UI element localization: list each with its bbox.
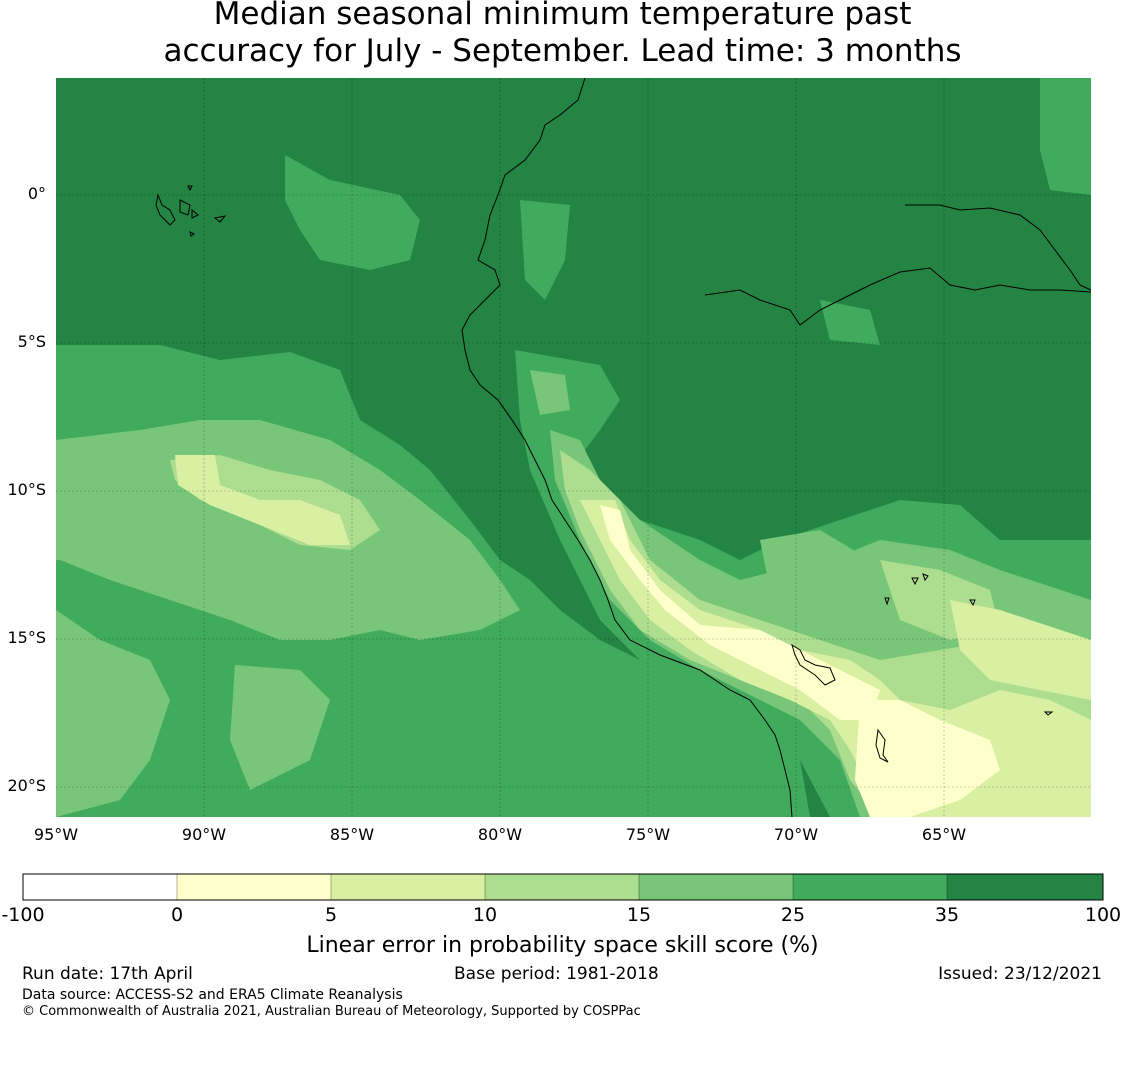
skill-zone-15-25-inland bbox=[530, 370, 570, 415]
skill-zone-25-35-inland bbox=[520, 200, 570, 300]
lon-label: 80°W bbox=[477, 825, 523, 844]
colorbar-segment bbox=[485, 874, 639, 900]
title-line-1: Median seasonal minimum temperature past bbox=[213, 0, 912, 32]
colorbar-tick: 0 bbox=[170, 904, 184, 926]
river bbox=[905, 204, 1091, 291]
copyright: © Commonwealth of Australia 2021, Austra… bbox=[22, 1004, 641, 1019]
data-source: Data source: ACCESS-S2 and ERA5 Climate … bbox=[22, 987, 403, 1003]
lat-label: 15°S bbox=[7, 628, 46, 647]
lon-label: 75°W bbox=[625, 825, 671, 844]
colorbar-segment bbox=[947, 874, 1103, 900]
lon-label: 95°W bbox=[33, 825, 79, 844]
river bbox=[704, 267, 1091, 326]
skill-zone-25-35-amazon bbox=[820, 300, 880, 345]
skill-zone-25-35-ne-corner bbox=[1040, 78, 1091, 195]
colorbar-label: Linear error in probability space skill … bbox=[306, 933, 819, 958]
colorbar-tick: 10 bbox=[472, 904, 498, 926]
coastline bbox=[461, 78, 793, 817]
galapagos-islands bbox=[155, 185, 227, 237]
skill-zone-25-35-north bbox=[285, 155, 420, 270]
lon-label: 65°W bbox=[921, 825, 967, 844]
title-line-2: accuracy for July - September. Lead time… bbox=[163, 33, 962, 69]
skill-zone-15-25-ocean-sw bbox=[56, 610, 170, 817]
colorbar-segment bbox=[331, 874, 485, 900]
skill-field bbox=[56, 78, 1091, 817]
skill-zone-5-10-highlands bbox=[950, 600, 1091, 700]
issued-date: Issued: 23/12/2021 bbox=[938, 964, 1102, 984]
skill-zone-0-5-altiplano bbox=[855, 700, 1000, 817]
run-date: Run date: 17th April bbox=[22, 964, 193, 984]
lat-label: 0° bbox=[27, 184, 46, 203]
colorbar-segment bbox=[177, 874, 331, 900]
colorbar bbox=[22, 873, 1104, 901]
lat-label: 10°S bbox=[7, 480, 46, 499]
colorbar-segment bbox=[639, 874, 793, 900]
colorbar-segment bbox=[23, 874, 177, 900]
skill-zone-0-5-andes bbox=[600, 505, 880, 720]
map-title: Median seasonal minimum temperature past… bbox=[0, 0, 1125, 70]
skill-zone-15-25-ocean-s bbox=[230, 665, 330, 790]
lat-label: 5°S bbox=[17, 332, 46, 351]
base-period: Base period: 1981-2018 bbox=[454, 964, 659, 984]
lake bbox=[875, 728, 889, 763]
colorbar-tick: 15 bbox=[626, 904, 652, 926]
colorbar-segment bbox=[793, 874, 947, 900]
colorbar-tick: 5 bbox=[324, 904, 338, 926]
colorbar-tick: -100 bbox=[1, 904, 45, 926]
colorbar-frame bbox=[22, 873, 1104, 901]
colorbar-tick: 25 bbox=[780, 904, 806, 926]
skill-zone-5-10-ocean bbox=[175, 455, 350, 545]
gridlines bbox=[56, 78, 1091, 817]
lon-label: 70°W bbox=[773, 825, 819, 844]
lake-titicaca bbox=[791, 643, 836, 686]
colorbar-tick: 100 bbox=[1084, 904, 1122, 926]
lake bbox=[884, 573, 1054, 716]
lat-label: 20°S bbox=[7, 776, 46, 795]
colorbar-tick: 35 bbox=[934, 904, 960, 926]
lon-label: 85°W bbox=[329, 825, 375, 844]
skill-zone-15-25-highlands bbox=[760, 530, 890, 640]
lon-label: 90°W bbox=[181, 825, 227, 844]
